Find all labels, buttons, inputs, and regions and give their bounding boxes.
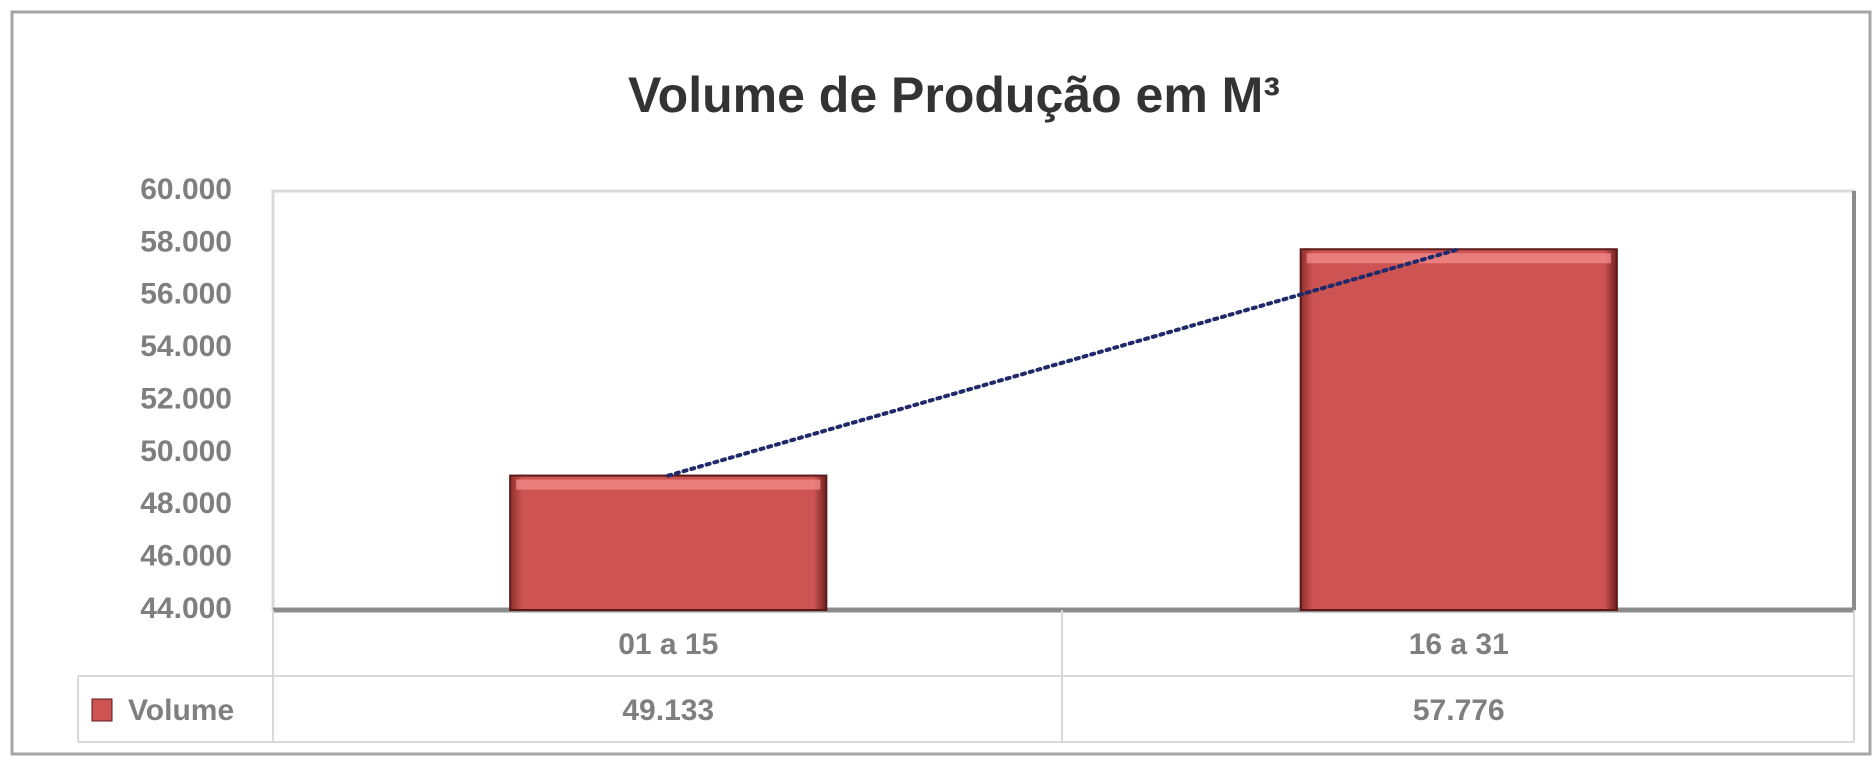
bar-highlight bbox=[1306, 253, 1611, 264]
y-tick-label: 48.000 bbox=[140, 487, 232, 520]
data-table-value: 49.133 bbox=[622, 694, 714, 727]
data-table-grid bbox=[77, 610, 1855, 743]
x-category-label: 01 a 15 bbox=[618, 628, 718, 661]
legend-label: Volume bbox=[128, 694, 234, 727]
bar bbox=[1299, 248, 1618, 611]
bar bbox=[509, 474, 828, 611]
y-tick-label: 44.000 bbox=[140, 592, 232, 625]
bar-highlight bbox=[516, 479, 821, 490]
y-tick-label: 52.000 bbox=[140, 382, 232, 415]
y-tick-label: 50.000 bbox=[140, 435, 232, 468]
legend-swatch bbox=[91, 698, 113, 722]
trendline bbox=[666, 247, 1461, 478]
y-tick-label: 60.000 bbox=[140, 173, 232, 206]
y-tick-label: 46.000 bbox=[140, 540, 232, 573]
data-table-value: 57.776 bbox=[1413, 694, 1505, 727]
y-tick-label: 58.000 bbox=[140, 225, 232, 258]
x-category-label: 16 a 31 bbox=[1409, 628, 1509, 661]
y-tick-label: 56.000 bbox=[140, 278, 232, 311]
chart-title: Volume de Produção em M³ bbox=[628, 67, 1280, 123]
y-tick-label: 54.000 bbox=[140, 330, 232, 363]
